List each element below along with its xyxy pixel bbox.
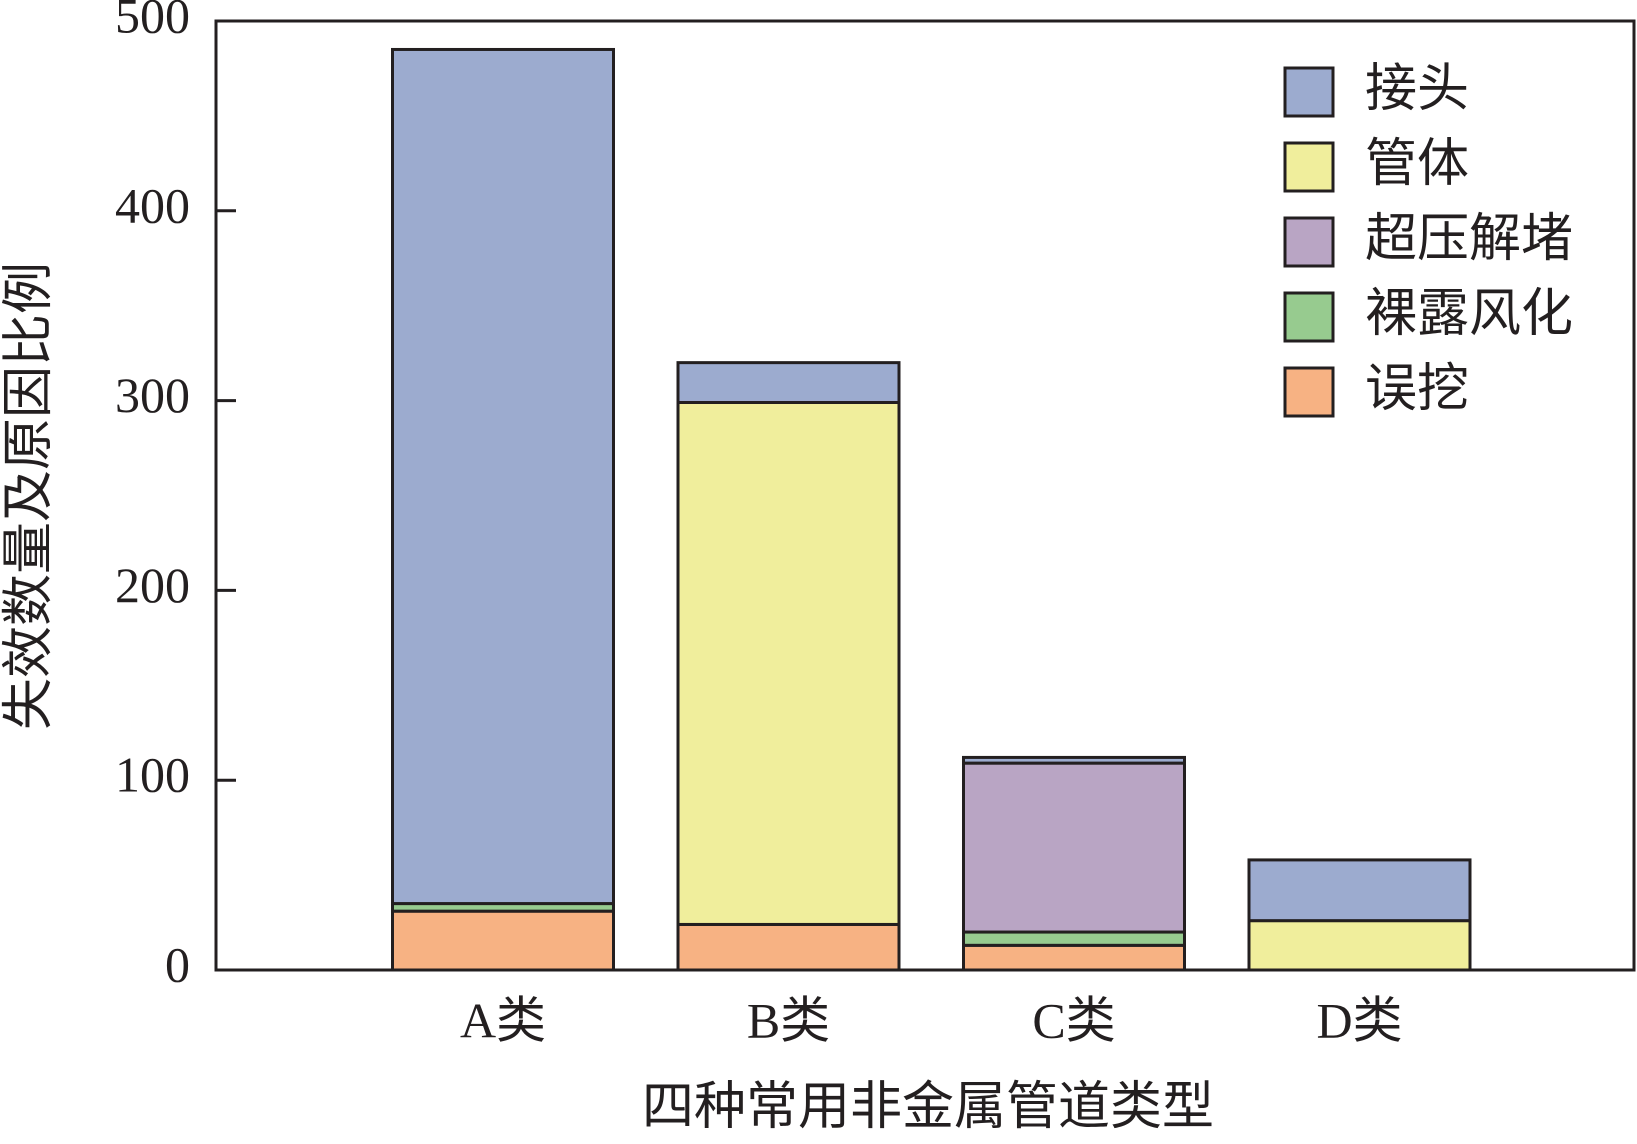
y-tick-label: 500 xyxy=(115,0,190,43)
y-tick-label: 200 xyxy=(115,557,190,613)
legend-swatch xyxy=(1283,141,1335,193)
bar-segment xyxy=(676,361,901,404)
x-tick-label: B类 xyxy=(747,992,830,1048)
bar-segment xyxy=(1247,858,1472,923)
bar-segment xyxy=(962,761,1186,934)
y-tick-label: 400 xyxy=(115,177,190,233)
legend-label: 管体 xyxy=(1365,136,1469,193)
legend-swatch xyxy=(1283,291,1335,343)
y-tick-label: 100 xyxy=(115,747,190,803)
y-tick-label: 300 xyxy=(115,367,190,423)
bar-segment xyxy=(676,400,901,926)
x-tick-label: C类 xyxy=(1032,992,1115,1048)
legend-label: 误挖 xyxy=(1365,361,1469,418)
x-tick-label: D类 xyxy=(1316,992,1402,1048)
x-tick-label: A类 xyxy=(460,992,546,1048)
legend-swatch xyxy=(1283,216,1335,268)
x-axis-label: 四种常用非金属管道类型 xyxy=(642,1079,1214,1136)
legend-label: 裸露风化 xyxy=(1365,286,1573,343)
bar-segment xyxy=(391,909,615,972)
legend-label: 接头 xyxy=(1365,61,1469,118)
y-axis-label: 失效数量及原因比例 xyxy=(1,262,58,730)
bar-segment xyxy=(1247,919,1472,972)
y-tick-label: 0 xyxy=(165,936,190,992)
bar-segment xyxy=(391,47,615,906)
bar-segment xyxy=(962,755,1186,765)
legend-swatch xyxy=(1283,366,1335,418)
plot-frame xyxy=(214,19,1636,972)
legend-label: 超压解堵 xyxy=(1365,211,1573,268)
bar-segment xyxy=(962,930,1186,947)
bar-segment xyxy=(962,943,1186,972)
legend-swatch xyxy=(1283,66,1335,118)
bar-segment xyxy=(676,922,901,972)
